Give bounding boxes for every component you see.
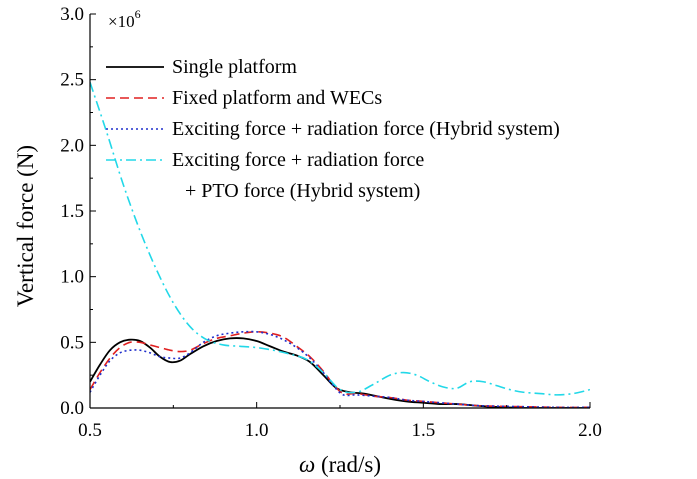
y-tick-label: 0.5 bbox=[60, 332, 84, 353]
legend-label: Fixed platform and WECs bbox=[172, 87, 382, 109]
legend-label: Exciting force + radiation force (Hybrid… bbox=[172, 118, 560, 140]
series-line-exciting-force-radiation-force-hybrid-system bbox=[90, 330, 590, 408]
y-tick-label: 2.5 bbox=[60, 70, 84, 91]
x-tick-label: 0.5 bbox=[78, 420, 102, 441]
legend-label: Exciting force + radiation force bbox=[172, 149, 424, 171]
x-axis-unit: (rad/s) bbox=[315, 452, 381, 477]
y-multiplier-exponent: 6 bbox=[135, 7, 141, 21]
y-multiplier-base: ×10 bbox=[108, 12, 135, 31]
legend-label-line2: + PTO force (Hybrid system) bbox=[185, 180, 420, 202]
x-tick-label: 2.0 bbox=[578, 420, 602, 441]
legend-label: Single platform bbox=[172, 56, 297, 78]
ticks-layer: 0.5 1.0 1.5 2.00.00.51.01.52.02.53.0 bbox=[60, 4, 602, 441]
x-axis-title: ω (rad/s) bbox=[299, 452, 381, 477]
y-tick-label: 2.0 bbox=[60, 135, 84, 156]
series-line-exciting-force-radiation-force-pto bbox=[90, 82, 590, 396]
y-tick-label: 0.0 bbox=[60, 398, 84, 419]
x-tick-label: 1.0 bbox=[245, 420, 269, 441]
y-tick-label: 1.5 bbox=[60, 201, 84, 222]
x-axis-symbol: ω bbox=[299, 452, 315, 477]
y-tick-label: 1.0 bbox=[60, 267, 84, 288]
y-tick-label: 3.0 bbox=[60, 4, 84, 25]
legend: Single platform Fixed platform and WECs Ex… bbox=[106, 56, 560, 202]
series-layer bbox=[90, 82, 590, 408]
y-axis-title: Vertical force (N) bbox=[13, 145, 38, 307]
y-multiplier: ×106 bbox=[108, 7, 141, 31]
x-tick-label: 1.5 bbox=[411, 420, 435, 441]
series-line-fixed-platform-and-wecs bbox=[90, 331, 590, 408]
